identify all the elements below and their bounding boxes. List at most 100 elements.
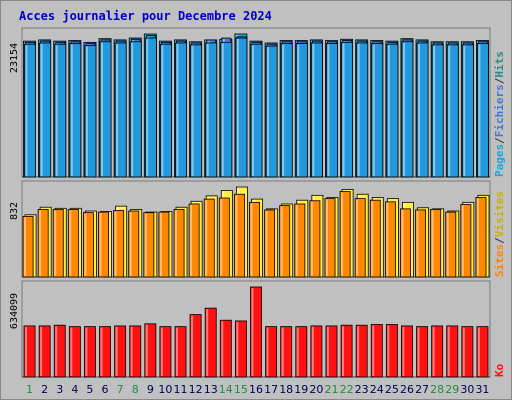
fichiers-bar xyxy=(220,41,233,178)
fichiers-bar-highlight xyxy=(116,43,119,176)
sites-bar xyxy=(158,211,170,278)
fichiers-bar-highlight xyxy=(221,43,224,176)
sites-bar-highlight xyxy=(371,201,374,276)
x-day-label: 8 xyxy=(132,383,139,396)
ko-bar-highlight xyxy=(281,327,284,376)
fichiers-bar-highlight xyxy=(40,43,43,176)
ko-bar xyxy=(446,325,459,378)
x-day-label: 25 xyxy=(385,383,399,396)
sites-bar-highlight xyxy=(144,213,147,276)
sites-bar-highlight xyxy=(114,211,117,276)
sites-bar xyxy=(384,201,396,278)
sites-bar xyxy=(22,216,34,278)
sites-bar-highlight xyxy=(69,210,72,276)
sites-bar xyxy=(354,198,366,278)
sites-bar-highlight xyxy=(174,210,177,276)
sites-bar xyxy=(98,211,109,278)
fichiers-bar xyxy=(250,43,263,178)
fichiers-bar-highlight xyxy=(70,44,73,176)
fichiers-bar xyxy=(295,43,308,178)
ko-bar-highlight xyxy=(342,326,345,376)
x-day-label: 12 xyxy=(189,383,203,396)
ko-bar xyxy=(189,314,202,378)
x-day-label: 20 xyxy=(309,383,323,396)
fichiers-bar-highlight xyxy=(176,43,179,176)
fichiers-bar xyxy=(326,43,338,178)
fichiers-bar-highlight xyxy=(282,44,285,176)
x-day-label: 16 xyxy=(249,383,263,396)
ko-bar xyxy=(23,325,36,378)
fichiers-bar xyxy=(69,43,82,178)
fichiers-bar-highlight xyxy=(478,44,481,176)
ko-bar-highlight xyxy=(191,315,194,376)
x-day-label: 19 xyxy=(294,383,308,396)
fichiers-bar xyxy=(84,45,97,178)
ko-bar-highlight xyxy=(85,327,88,376)
ko-bar-highlight xyxy=(417,327,420,376)
ko-bar xyxy=(219,319,232,378)
legend-entry: Fichiers xyxy=(493,84,506,137)
fichiers-bar-highlight xyxy=(418,43,421,176)
ko-bar xyxy=(385,324,398,378)
fichiers-bar xyxy=(446,44,459,178)
fichiers-bar xyxy=(39,42,52,178)
fichiers-bar xyxy=(431,44,444,178)
ko-bar xyxy=(340,324,353,378)
sites-bar-highlight xyxy=(54,210,57,276)
x-day-label: 11 xyxy=(174,383,188,396)
sites-bar-highlight xyxy=(310,201,313,276)
ko-bar-highlight xyxy=(387,325,390,376)
x-day-label: 18 xyxy=(279,383,293,396)
sites-bar-highlight xyxy=(250,203,253,276)
ko-bar-highlight xyxy=(175,327,178,376)
ko-bar xyxy=(355,324,368,378)
sites-bar xyxy=(475,197,487,278)
fichiers-bar-highlight xyxy=(312,43,315,176)
ko-bar xyxy=(129,325,142,378)
sites-bar-highlight xyxy=(325,199,328,276)
sites-bar-highlight xyxy=(431,210,434,276)
fichiers-bar-highlight xyxy=(297,44,300,176)
sites-bar xyxy=(415,209,427,278)
x-day-label: 24 xyxy=(370,383,384,396)
sites-bar xyxy=(279,205,291,278)
fichiers-bar xyxy=(280,43,293,178)
fichiers-bar xyxy=(416,42,429,178)
ko-bar xyxy=(144,323,157,378)
fichiers-bar-highlight xyxy=(161,45,164,177)
fichiers-bar-highlight xyxy=(206,43,209,176)
ko-bar-highlight xyxy=(372,325,375,376)
x-day-label: 17 xyxy=(264,383,278,396)
ko-bar-highlight xyxy=(432,326,435,376)
ko-bar-highlight xyxy=(130,326,133,376)
x-day-label: 13 xyxy=(204,383,218,396)
x-day-label: 2 xyxy=(41,383,48,396)
ko-bar-highlight xyxy=(206,309,209,376)
x-day-label: 21 xyxy=(324,383,338,396)
fichiers-bar xyxy=(129,41,142,178)
fichiers-bar xyxy=(401,41,414,178)
x-day-label: 29 xyxy=(445,383,459,396)
ko-bar-highlight xyxy=(477,327,480,376)
sites-bar-highlight xyxy=(280,206,283,276)
legend-entry: / xyxy=(493,137,506,144)
ko-bar-highlight xyxy=(70,327,73,376)
ko-bar-highlight xyxy=(25,326,27,376)
sites-bar xyxy=(188,203,200,278)
fichiers-bar xyxy=(386,43,399,178)
ko-bar-highlight xyxy=(251,288,254,376)
fichiers-bar-highlight xyxy=(85,46,88,176)
ko-bar xyxy=(174,326,187,378)
legend-entry: / xyxy=(493,77,506,84)
sites-bar-highlight xyxy=(446,213,449,276)
fichiers-bar-highlight xyxy=(433,45,436,177)
sites-bar xyxy=(113,210,125,278)
fichiers-bar xyxy=(205,42,218,178)
fichiers-bar xyxy=(24,43,36,178)
fichiers-bar-highlight xyxy=(357,43,360,176)
fichiers-bar xyxy=(477,43,489,178)
x-day-label: 3 xyxy=(56,383,63,396)
sites-bar-highlight xyxy=(476,198,479,276)
sites-bar-highlight xyxy=(99,213,102,276)
